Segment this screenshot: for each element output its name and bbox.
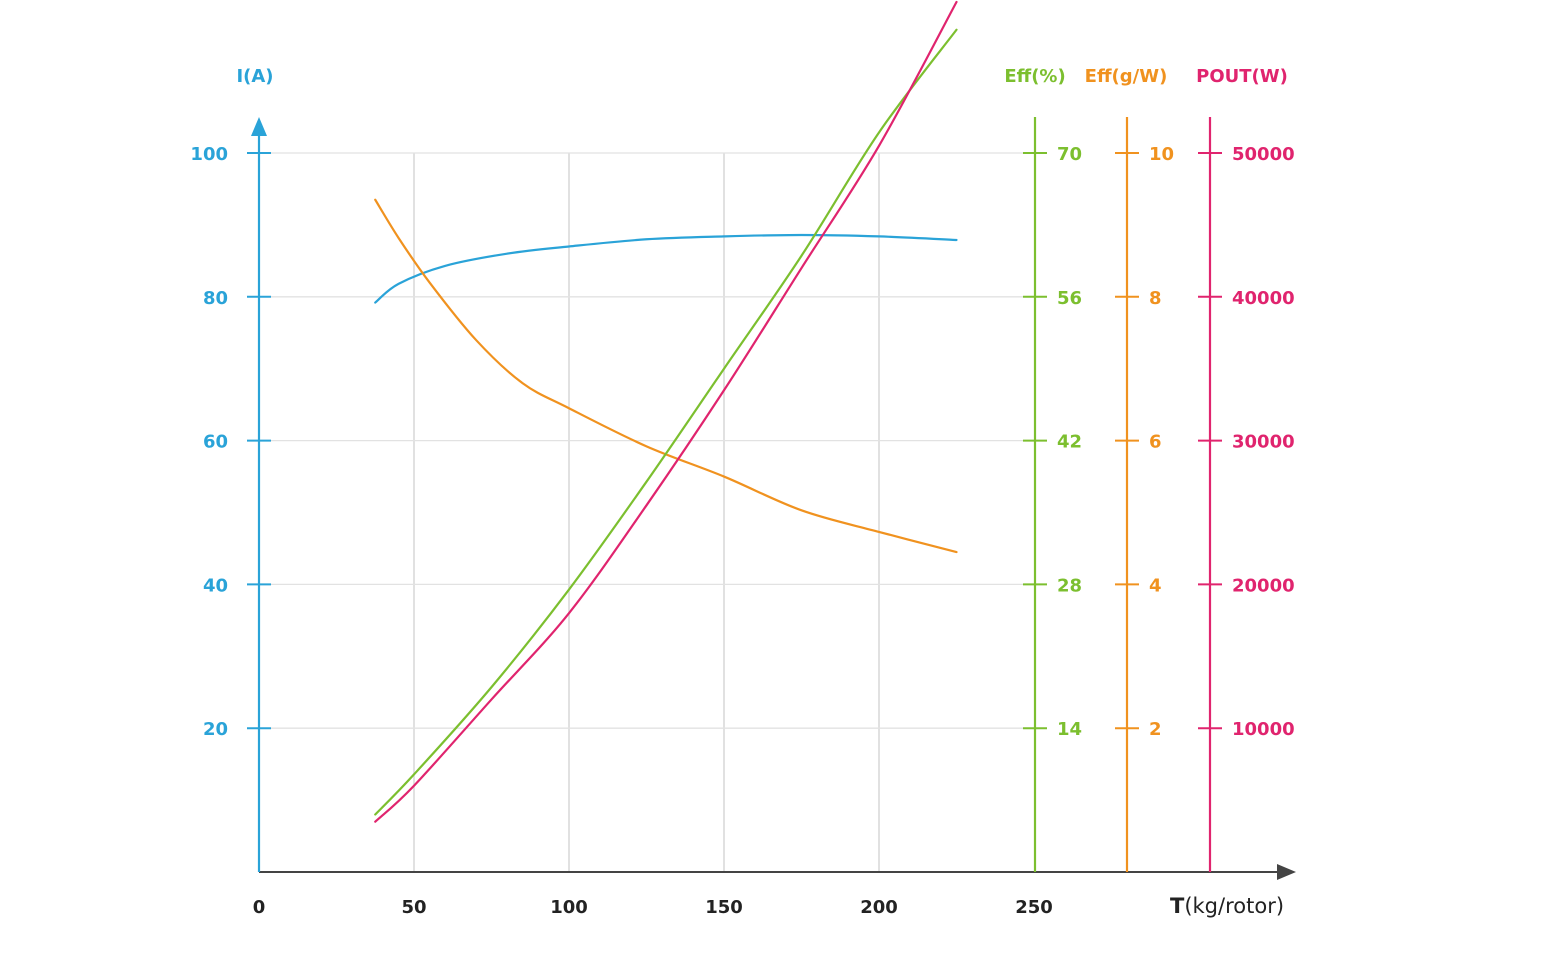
y-axis-title-current: I(A) (236, 66, 273, 87)
y-tick-label-eff_gw: 6 (1149, 432, 1162, 453)
y-tick-label-current: 80 (203, 288, 228, 309)
y-tick-label-eff_gw: 10 (1149, 144, 1174, 165)
x-tick-label: 100 (550, 897, 588, 918)
x-tick-label: 200 (860, 897, 898, 918)
y-tick-label-eff_pct: 70 (1057, 144, 1082, 165)
y-tick-label-pout: 40000 (1232, 288, 1295, 309)
y-tick-label-eff_pct: 14 (1057, 719, 1082, 740)
series-line-eff_pct (374, 28, 958, 816)
y-axis-title-eff_pct: Eff(%) (1004, 66, 1065, 87)
x-axis-arrow-icon (1277, 864, 1296, 880)
y-tick-label-eff_gw: 4 (1149, 575, 1162, 596)
y-tick-label-current: 20 (203, 719, 228, 740)
y-tick-label-eff_pct: 56 (1057, 288, 1082, 309)
x-tick-label: 150 (705, 897, 743, 918)
y-tick-label-current: 100 (190, 144, 228, 165)
y-tick-label-current: 60 (203, 432, 228, 453)
y-tick-label-eff_pct: 28 (1057, 575, 1082, 596)
y-tick-label-pout: 30000 (1232, 432, 1295, 453)
y-axis-arrow-icon (251, 117, 267, 136)
y-tick-label-pout: 20000 (1232, 575, 1295, 596)
x-axis-label-unit: (kg/rotor) (1184, 894, 1284, 918)
y-tick-label-eff_gw: 8 (1149, 288, 1162, 309)
x-tick-label: 0 (253, 897, 266, 918)
y-tick-label-pout: 50000 (1232, 144, 1295, 165)
x-tick-label: 250 (1015, 897, 1053, 918)
x-axis-label-symbol: T (1170, 894, 1185, 918)
x-axis-label: T(kg/rotor) (1170, 894, 1284, 918)
y-axis-title-pout: POUT(W) (1196, 66, 1288, 87)
y-axis-title-eff_gw: Eff(g/W) (1085, 66, 1168, 87)
y-tick-label-pout: 10000 (1232, 719, 1295, 740)
series-line-eff_gw (374, 198, 958, 554)
y-tick-label-eff_pct: 42 (1057, 432, 1082, 453)
series-line-pout (374, 0, 958, 823)
y-tick-label-eff_gw: 2 (1149, 719, 1162, 740)
series-line-current (374, 233, 958, 304)
y-tick-label-current: 40 (203, 575, 228, 596)
x-tick-label: 50 (401, 897, 426, 918)
